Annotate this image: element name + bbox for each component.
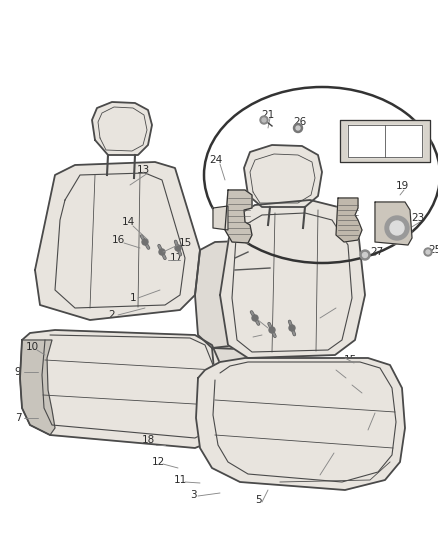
Circle shape [385,216,409,240]
Circle shape [296,126,300,130]
Circle shape [424,248,432,256]
Text: 24: 24 [209,155,223,165]
Text: 21: 21 [261,110,275,120]
Text: 26: 26 [293,117,307,127]
Polygon shape [225,190,252,243]
Text: 27: 27 [371,247,384,257]
Text: 3: 3 [190,490,196,500]
Text: 22: 22 [346,208,359,218]
Text: 2: 2 [370,405,376,415]
Circle shape [360,250,370,260]
Polygon shape [35,162,200,320]
Circle shape [252,315,258,321]
Text: 15: 15 [343,355,357,365]
Circle shape [426,250,430,254]
Text: 9: 9 [15,367,21,377]
Circle shape [262,118,266,122]
Text: 2: 2 [109,310,115,320]
Text: 16: 16 [241,329,254,339]
Circle shape [175,245,181,251]
Text: 18: 18 [141,435,155,445]
Polygon shape [244,145,322,207]
Circle shape [159,249,165,255]
Text: 5: 5 [254,495,261,505]
Polygon shape [195,240,282,350]
Circle shape [260,116,268,124]
Text: 14: 14 [246,313,260,323]
Text: 23: 23 [411,213,424,223]
Polygon shape [20,330,225,448]
Text: 7: 7 [15,413,21,423]
Circle shape [289,325,295,331]
Text: 17: 17 [170,253,183,263]
Text: 28: 28 [238,335,251,345]
Circle shape [269,327,275,333]
Polygon shape [340,120,430,162]
Polygon shape [196,358,405,490]
Polygon shape [375,202,412,245]
Text: 15: 15 [178,238,192,248]
Text: 6: 6 [325,445,331,455]
Text: 13: 13 [321,300,335,310]
Text: 11: 11 [173,475,187,485]
Text: 16: 16 [111,235,125,245]
Circle shape [142,239,148,245]
Polygon shape [348,125,422,157]
Polygon shape [220,200,365,358]
Circle shape [390,221,404,235]
Polygon shape [213,206,228,230]
Text: 12: 12 [152,457,165,467]
Text: 14: 14 [121,217,134,227]
Polygon shape [336,198,362,242]
Text: 20: 20 [219,210,232,220]
Text: 19: 19 [396,181,409,191]
Text: 17: 17 [336,371,350,381]
Text: 25: 25 [428,245,438,255]
Polygon shape [20,340,55,435]
Polygon shape [92,102,152,155]
Polygon shape [212,342,300,448]
Text: 1: 1 [357,385,363,395]
Text: 1: 1 [130,293,136,303]
Circle shape [363,253,367,257]
Text: 13: 13 [136,165,150,175]
Text: 10: 10 [25,342,39,352]
Circle shape [293,124,303,133]
